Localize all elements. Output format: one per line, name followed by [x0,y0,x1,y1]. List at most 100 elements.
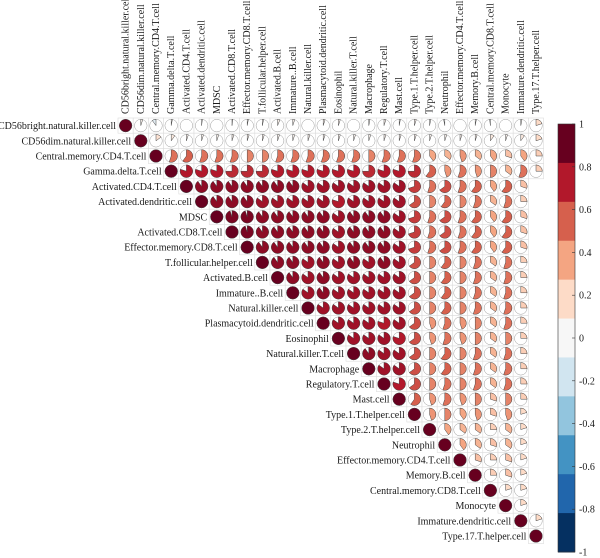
pie-mark-cd56bright-natural-killer-cell-x-activated-dendritic-cell [201,119,203,126]
pie-mark-central-memory-cd4-t-cell-x-natural-killer-t-cell [351,149,361,163]
pie-mark-t-follicular-helper-cell-x-activated-b-cell [271,255,285,269]
colorbar-segment [558,513,575,553]
row-label-central-memory-cd8-t-cell: Central.memory.CD8.T.cell [370,486,481,497]
col-label-mast-cell: Mast.cell [394,77,405,114]
pie-mark-cd56dim-natural-killer-cell-x-effector-memory-cd4-t-cell [459,134,463,141]
pie-mark-natural-killer-t-cell-x-effector-memory-cd4-t-cell [459,347,467,361]
pie-mark-immature-b-cell-x-monocyte [503,286,513,300]
pie-outline [179,119,193,133]
pie-mark-central-memory-cd4-t-cell-x-mast-cell [396,149,406,163]
row-label-eosinophil: Eosinophil [285,334,329,345]
pie-mark-activated-cd4-t-cell-x-activated-dendritic-cell [195,179,209,193]
pie-mark-plasmacytoid-dendritic-cell-x-plasmacytoid-dendritic-cell [316,316,330,330]
pie-mark-central-memory-cd4-t-cell-x-type-17-t-helper-cell [535,149,543,157]
pie-mark-central-memory-cd4-t-cell-x-effector-memory-cd8-t-cell [246,149,254,163]
col-label-central-memory-cd4-t-cell: Central.memory.CD4.T.cell [151,3,162,114]
col-label-immature-dendritic-cell: Immature.dendritic.cell [516,20,527,114]
pie-mark-activated-cd4-t-cell-x-natural-killer-t-cell [347,179,361,193]
colorbar-tick-label: 0.4 [579,248,592,259]
pie-mark-activated-dendritic-cell-x-monocyte [503,195,513,209]
pie-mark-cd56dim-natural-killer-cell-x-mdsc [216,134,220,141]
pie-mark-mdsc-x-activated-b-cell [271,210,285,224]
pie-mark-cd56dim-natural-killer-cell-x-type-17-t-helper-cell [535,134,543,142]
row-label-immature-b-cell: Immature..B.cell [216,288,284,299]
pie-mark-cd56bright-natural-killer-cell-x-effector-memory-cd8-t-cell [246,119,249,126]
pie-mark-cd56bright-natural-killer-cell-x-plasmacytoid-dendritic-cell [322,119,326,126]
pie-mark-activated-cd4-t-cell-x-effector-memory-cd8-t-cell [240,179,254,193]
pie-mark-macrophage-x-macrophage [362,362,376,376]
pie-mark-natural-killer-cell-x-memory-b-cell [472,301,482,315]
col-label-regulatory-t-cell: Regulatory.T.cell [379,45,390,114]
pie-mark-cd56dim-natural-killer-cell-x-macrophage [368,134,372,141]
pie-mark-natural-killer-t-cell-x-neutrophil [440,347,452,361]
pie-mark-activated-b-cell-x-central-memory-cd8-t-cell [490,271,497,282]
pie-mark-central-memory-cd4-t-cell-x-t-follicular-helper-cell [262,149,269,163]
pie-mark-effector-memory-cd8-t-cell-x-immature-dendritic-cell [520,240,528,250]
row-label-activated-cd4-t-cell: Activated.CD4.T.cell [92,182,177,193]
pie-mark-plasmacytoid-dendritic-cell-x-memory-b-cell [474,316,482,330]
pie-mark-cd56dim-natural-killer-cell-x-memory-b-cell [474,134,478,141]
colorbar-segment [558,396,575,436]
pie-mark-mdsc-x-eosinophil [331,210,345,224]
pie-mark-t-follicular-helper-cell-x-t-follicular-helper-cell [255,255,269,269]
pie-mark-activated-b-cell-x-activated-b-cell [271,271,285,285]
pie-mark-gamma-delta-t-cell-x-memory-b-cell [474,164,482,178]
pie-mark-macrophage-x-immature-dendritic-cell [520,362,528,370]
pie-mark-mast-cell-x-neutrophil [442,392,452,406]
pie-mark-type-1-t-helper-cell-x-immature-dendritic-cell [520,407,528,415]
pie-mark-cd56bright-natural-killer-cell-x-neutrophil [443,119,446,126]
pie-mark-plasmacytoid-dendritic-cell-x-immature-dendritic-cell [520,316,528,324]
pie-mark-cd56bright-natural-killer-cell-x-type-2-t-helper-cell [429,119,432,126]
pie-mark-cd56bright-natural-killer-cell-x-macrophage [368,119,371,126]
pie-mark-activated-cd8-t-cell-x-type-1-t-helper-cell [408,225,421,239]
pie-mark-neutrophil-x-monocyte [505,438,513,449]
pie-mark-activated-b-cell-x-type-2-t-helper-cell [429,271,437,285]
pie-mark-natural-killer-t-cell-x-central-memory-cd8-t-cell [490,347,497,358]
row-label-gamma-delta-t-cell: Gamma.delta.T.cell [83,167,162,178]
pie-mark-cd56bright-natural-killer-cell-x-mast-cell [398,119,401,126]
pie-mark-type-1-t-helper-cell-x-type-2-t-helper-cell [429,407,437,421]
pie-mark-immature-dendritic-cell-x-type-17-t-helper-cell [535,514,543,522]
pie-mark-type-2-t-helper-cell-x-immature-dendritic-cell [520,423,528,430]
pie-mark-activated-b-cell-x-natural-killer-t-cell [347,271,361,285]
pie-mark-central-memory-cd4-t-cell-x-type-1-t-helper-cell [412,149,421,163]
pie-mark-mdsc-x-t-follicular-helper-cell [255,210,269,224]
pie-mark-regulatory-t-cell-x-regulatory-t-cell [377,377,391,391]
pie-mark-effector-memory-cd4-t-cell-x-central-memory-cd8-t-cell [490,453,497,461]
pie-mark-cd56bright-natural-killer-cell-x-central-memory-cd4-t-cell [151,119,157,127]
pie-mark-activated-cd8-t-cell-x-memory-b-cell [471,225,482,239]
pie-mark-activated-cd4-t-cell-x-type-2-t-helper-cell [427,179,437,193]
pie-mark-cd56dim-natural-killer-cell-x-natural-killer-t-cell [353,134,356,141]
pie-mark-t-follicular-helper-cell-x-monocyte [503,255,513,269]
pie-mark-natural-killer-cell-x-central-memory-cd8-t-cell [490,301,497,313]
pie-mark-t-follicular-helper-cell-x-type-1-t-helper-cell [408,255,421,269]
row-label-mast-cell: Mast.cell [353,395,390,406]
pie-mark-cd56bright-natural-killer-cell-x-cd56dim-natural-killer-cell [140,119,144,126]
pie-mark-regulatory-t-cell-x-neutrophil [442,377,452,391]
pie-mark-activated-cd4-t-cell-x-natural-killer-cell [301,179,315,193]
pie-mark-mast-cell-x-memory-b-cell [474,392,482,406]
pie-mark-activated-dendritic-cell-x-macrophage [362,195,376,209]
pie-mark-activated-dendritic-cell-x-eosinophil [331,195,345,209]
pie-mark-activated-b-cell-x-monocyte [503,271,513,285]
col-label-central-memory-cd8-t-cell: Central.memory.CD8.T.cell [485,3,496,114]
pie-mark-type-1-t-helper-cell-x-central-memory-cd8-t-cell [490,407,497,417]
pie-mark-activated-b-cell-x-effector-memory-cd4-t-cell [459,271,467,285]
pie-mark-activated-dendritic-cell-x-activated-cd8-t-cell [225,195,239,209]
pie-mark-type-2-t-helper-cell-x-central-memory-cd8-t-cell [490,423,497,430]
pie-mark-activated-cd8-t-cell-x-t-follicular-helper-cell [255,225,269,239]
pie-mark-immature-b-cell-x-central-memory-cd8-t-cell [490,286,497,297]
colorbar-segment [558,124,575,164]
colorbar-segment [558,201,575,242]
pie-mark-plasmacytoid-dendritic-cell-x-type-2-t-helper-cell [429,316,437,330]
pie-mark-natural-killer-cell-x-plasmacytoid-dendritic-cell [316,301,330,315]
pie-mark-plasmacytoid-dendritic-cell-x-effector-memory-cd4-t-cell [459,316,467,330]
pie-mark-effector-memory-cd4-t-cell-x-immature-dendritic-cell [520,453,528,461]
col-label-activated-cd8-t-cell: Activated.CD8.T.cell [227,29,238,114]
pie-mark-type-2-t-helper-cell-x-neutrophil [444,423,452,436]
pie-mark-regulatory-t-cell-x-memory-b-cell [472,377,482,391]
pie-mark-neutrophil-x-immature-dendritic-cell [520,438,528,446]
pie-mark-activated-cd8-t-cell-x-activated-b-cell [271,225,285,239]
pie-mark-central-memory-cd4-t-cell-x-central-memory-cd8-t-cell [490,149,497,162]
pie-mark-eosinophil-x-monocyte [505,331,513,345]
